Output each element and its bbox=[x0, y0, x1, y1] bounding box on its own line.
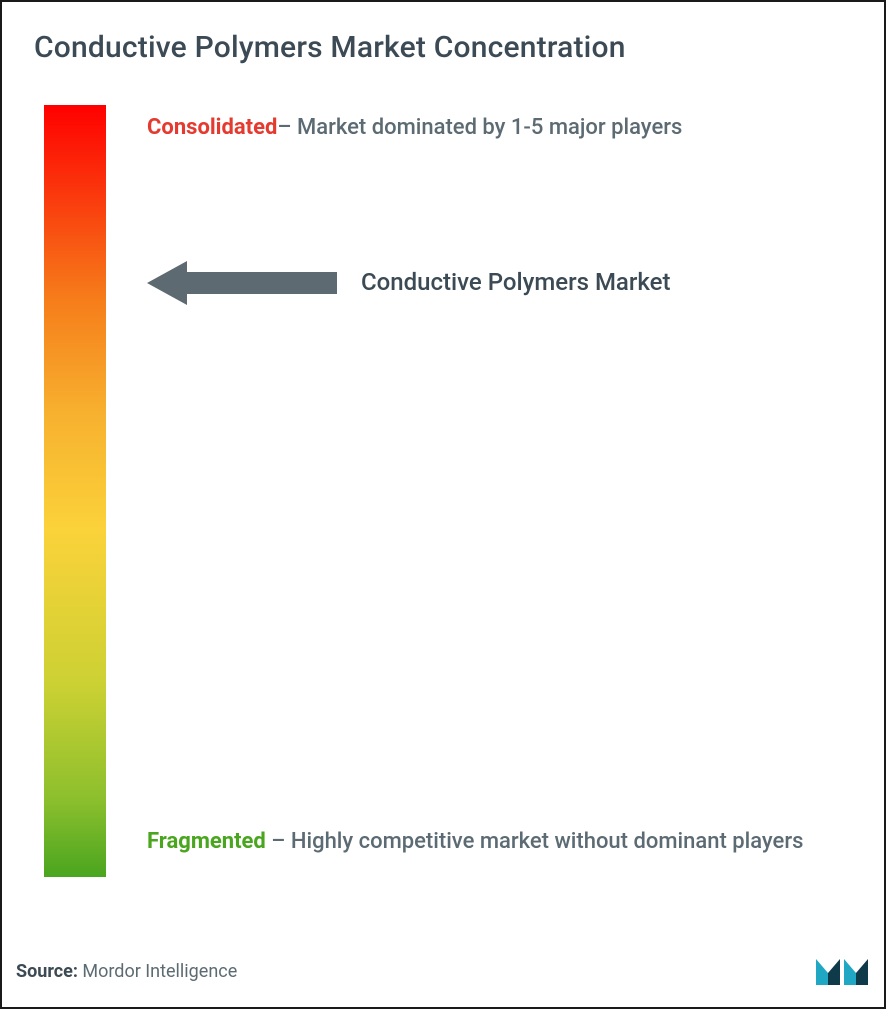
chart-title: Conductive Polymers Market Concentration bbox=[2, 2, 884, 65]
source-line: Source: Mordor Intelligence bbox=[16, 961, 237, 982]
logo-mark-icon bbox=[814, 953, 870, 989]
fragmented-text: – Highly competitive market without domi… bbox=[266, 829, 804, 854]
source-label: Source: bbox=[16, 961, 78, 982]
concentration-gradient-bar bbox=[44, 105, 106, 877]
annotations-layer: Consolidated– Market dominated by 1-5 ma… bbox=[147, 105, 844, 877]
consolidated-annotation: Consolidated– Market dominated by 1-5 ma… bbox=[147, 105, 844, 151]
consolidated-label: Consolidated bbox=[147, 115, 277, 140]
pointer-label: Conductive Polymers Market bbox=[361, 265, 670, 300]
market-position-pointer: Conductive Polymers Market bbox=[147, 261, 670, 305]
chart-body: Consolidated– Market dominated by 1-5 ma… bbox=[2, 65, 884, 885]
market-concentration-card: Conductive Polymers Market Concentration… bbox=[0, 0, 886, 1009]
fragmented-annotation: Fragmented – Highly competitive market w… bbox=[147, 819, 844, 865]
footer: Source: Mordor Intelligence bbox=[16, 953, 870, 989]
arrow-left-icon bbox=[147, 261, 337, 305]
consolidated-text: – Market dominated by 1-5 major players bbox=[277, 115, 682, 140]
source-text: Mordor Intelligence bbox=[82, 961, 237, 982]
mordor-logo bbox=[814, 953, 870, 989]
fragmented-label: Fragmented bbox=[147, 829, 266, 854]
